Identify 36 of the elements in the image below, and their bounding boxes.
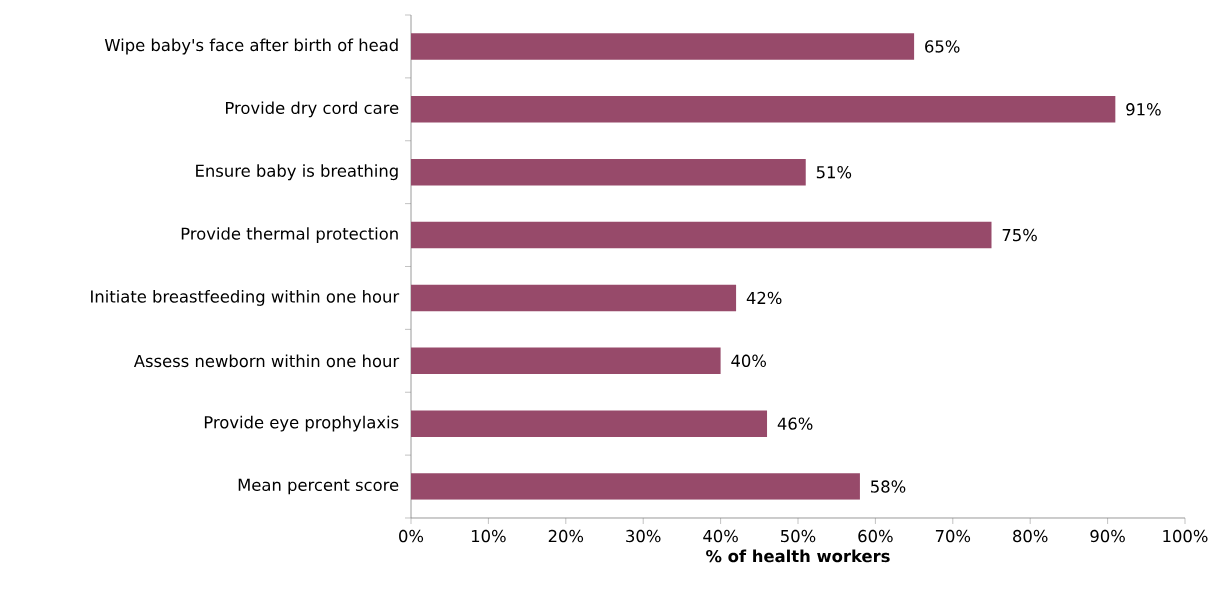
bar <box>411 410 768 437</box>
y-tick-label: Mean percent score <box>238 478 399 495</box>
x-tick-label: 30% <box>626 529 661 543</box>
x-tick-label: 10% <box>471 529 506 543</box>
y-tick-label: Provide dry cord care <box>226 101 399 118</box>
x-tick-label: 60% <box>858 529 893 543</box>
data-label: 51% <box>816 165 852 179</box>
x-tick-label: 50% <box>781 529 816 543</box>
x-tick-label: 40% <box>703 529 738 543</box>
x-tick-label: 90% <box>1090 529 1125 543</box>
data-label: 58% <box>871 480 906 493</box>
y-tick-label: Provide eye prophylaxis <box>204 415 399 432</box>
data-label: 65% <box>925 40 960 53</box>
x-tick-label: 100% <box>1163 529 1208 543</box>
data-label: 40% <box>731 354 767 367</box>
data-label: 46% <box>777 417 813 430</box>
bar <box>411 284 737 312</box>
x-tick-label: 80% <box>1013 529 1048 543</box>
bar <box>411 221 992 249</box>
y-tick-label: Initiate breastfeeding within one hour <box>91 290 400 306</box>
bar <box>411 96 1116 123</box>
data-label: 91% <box>1126 103 1161 116</box>
y-tick-label: Assess newborn within one hour <box>133 354 400 368</box>
data-label: 42% <box>746 291 782 305</box>
data-label: 75% <box>1002 228 1037 242</box>
bar <box>411 473 860 500</box>
bar <box>411 33 915 60</box>
bar <box>411 158 806 186</box>
y-tick-label: Ensure baby is breathing <box>196 164 398 181</box>
x-tick-label: 0% <box>399 529 424 543</box>
y-tick-label: Wipe baby's face after birth of head <box>104 38 398 55</box>
x-tick-label: 70% <box>935 529 971 543</box>
x-tick-label: 20% <box>548 529 584 543</box>
x-axis-title: % of health workers <box>706 549 890 563</box>
y-tick-label: Provide thermal protection <box>181 227 398 244</box>
bar <box>411 347 721 375</box>
